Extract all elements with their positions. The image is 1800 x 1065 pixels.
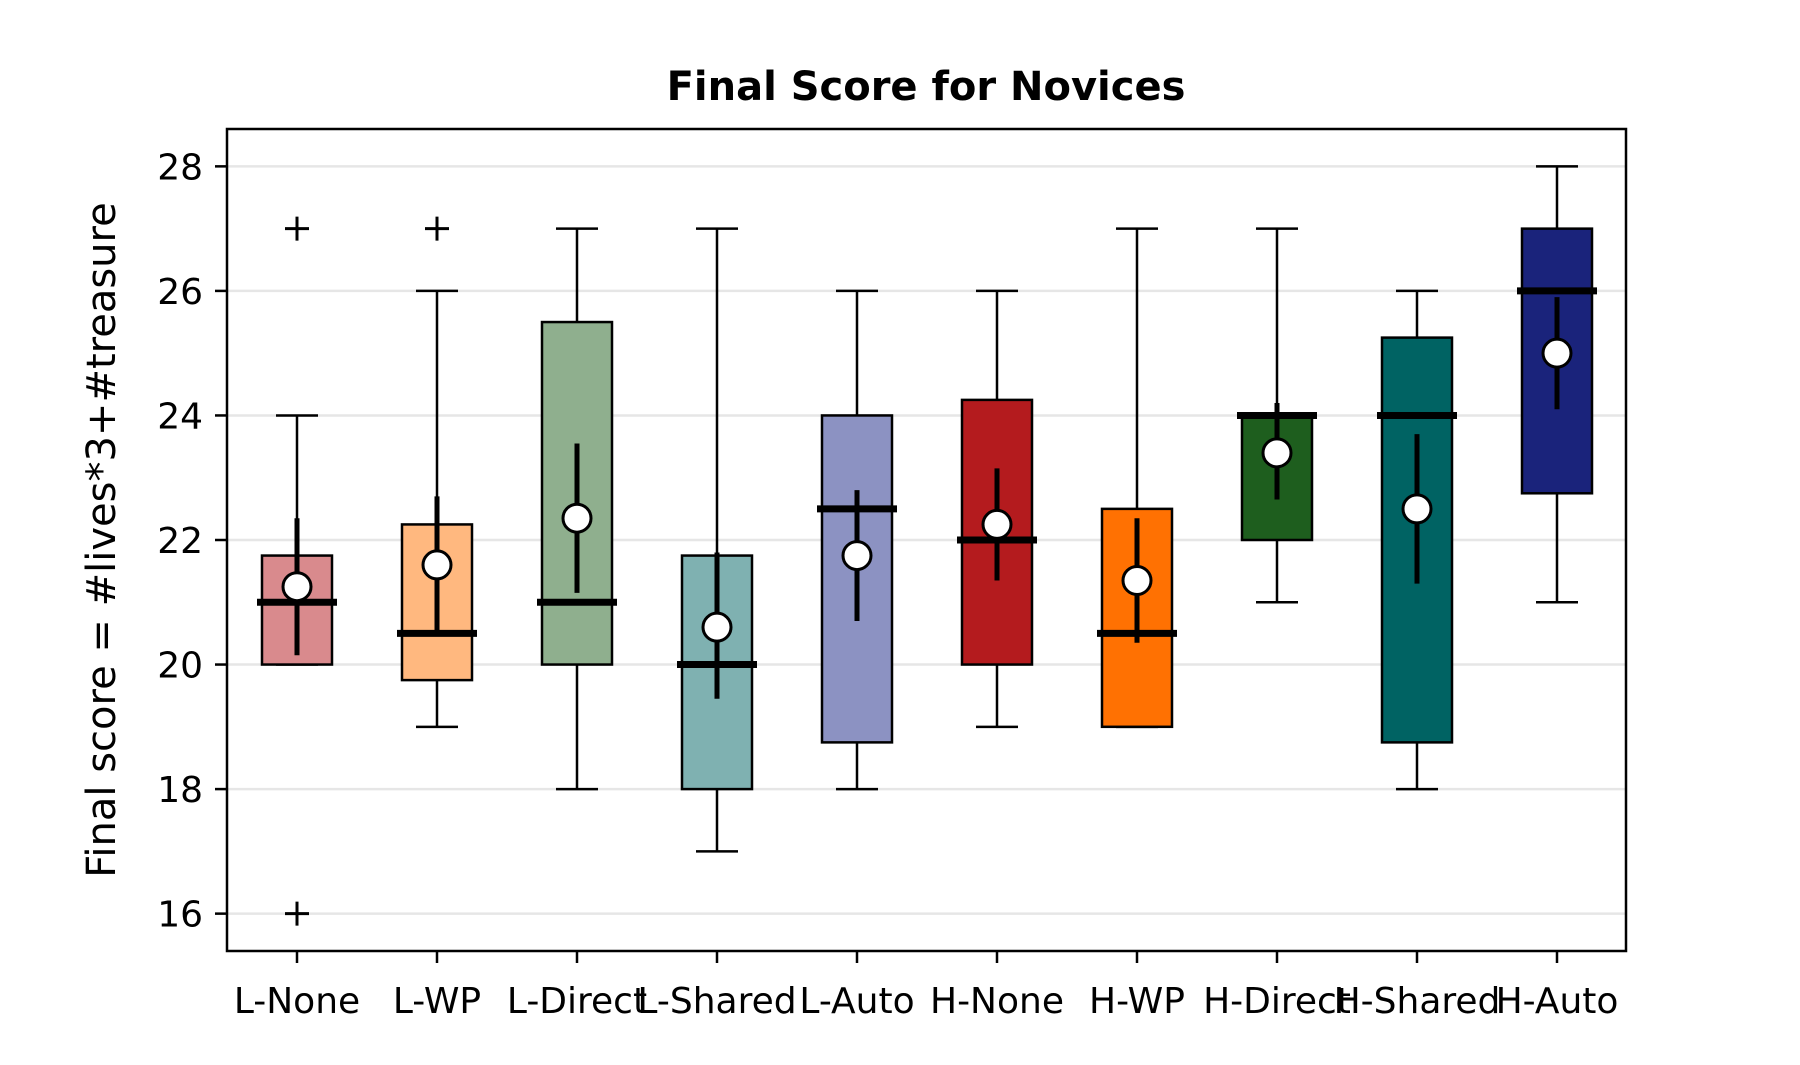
x-tick-label-H-WP: H-WP xyxy=(1089,981,1185,1022)
box-H-WP xyxy=(1097,227,1177,729)
outlier-L-None-1 xyxy=(285,901,309,926)
box-H-Direct xyxy=(1237,227,1317,604)
x-tick-label-L-None: L-None xyxy=(234,981,360,1022)
mean-marker-L-Shared xyxy=(701,611,733,643)
x-tick-label-L-WP: L-WP xyxy=(393,981,481,1022)
mean-marker-H-Shared xyxy=(1401,493,1433,525)
x-tick-label-H-Auto: H-Auto xyxy=(1496,981,1619,1022)
x-tick-label-H-Shared: H-Shared xyxy=(1334,981,1501,1022)
y-tick-label-18: 18 xyxy=(157,770,203,811)
box-L-None xyxy=(257,216,337,926)
y-axis-label: Final score = #lives*3+#treasure xyxy=(79,202,125,877)
mean-marker-L-WP xyxy=(421,549,453,581)
y-tick-label-22: 22 xyxy=(157,521,203,562)
box-L-Direct xyxy=(537,227,617,791)
box-H-None xyxy=(957,289,1037,729)
y-tick-label-28: 28 xyxy=(157,147,203,188)
y-tick-label-20: 20 xyxy=(157,646,203,687)
boxes-layer xyxy=(257,165,1597,926)
mean-marker-H-Direct xyxy=(1261,437,1293,469)
y-tick-label-24: 24 xyxy=(157,396,203,437)
box-H-Auto xyxy=(1517,165,1597,604)
mean-marker-L-Direct xyxy=(561,502,593,534)
x-tick-label-L-Direct: L-Direct xyxy=(507,981,647,1022)
box-H-Shared xyxy=(1377,289,1457,791)
x-tick-label-L-Auto: L-Auto xyxy=(799,981,914,1022)
x-tick-label-H-None: H-None xyxy=(930,981,1064,1022)
x-tick-label-H-Direct: H-Direct xyxy=(1203,981,1351,1022)
outlier-L-WP-0 xyxy=(425,216,449,241)
y-tick-label-26: 26 xyxy=(157,272,203,313)
mean-marker-L-Auto xyxy=(841,540,873,572)
y-axis: 16 18 20 22 24 26 28 xyxy=(157,147,227,936)
box-L-WP xyxy=(397,216,477,729)
y-tick-label-16: 16 xyxy=(157,895,203,936)
chart-title: Final Score for Novices xyxy=(667,64,1186,110)
mean-marker-L-None xyxy=(281,571,313,603)
box-L-Shared xyxy=(677,227,757,853)
mean-marker-H-WP xyxy=(1121,564,1153,596)
mean-marker-H-None xyxy=(981,508,1013,540)
box-L-Auto xyxy=(817,289,897,791)
outlier-L-None-0 xyxy=(285,216,309,241)
mean-marker-H-Auto xyxy=(1541,337,1573,369)
x-tick-label-L-Shared: L-Shared xyxy=(637,981,796,1022)
